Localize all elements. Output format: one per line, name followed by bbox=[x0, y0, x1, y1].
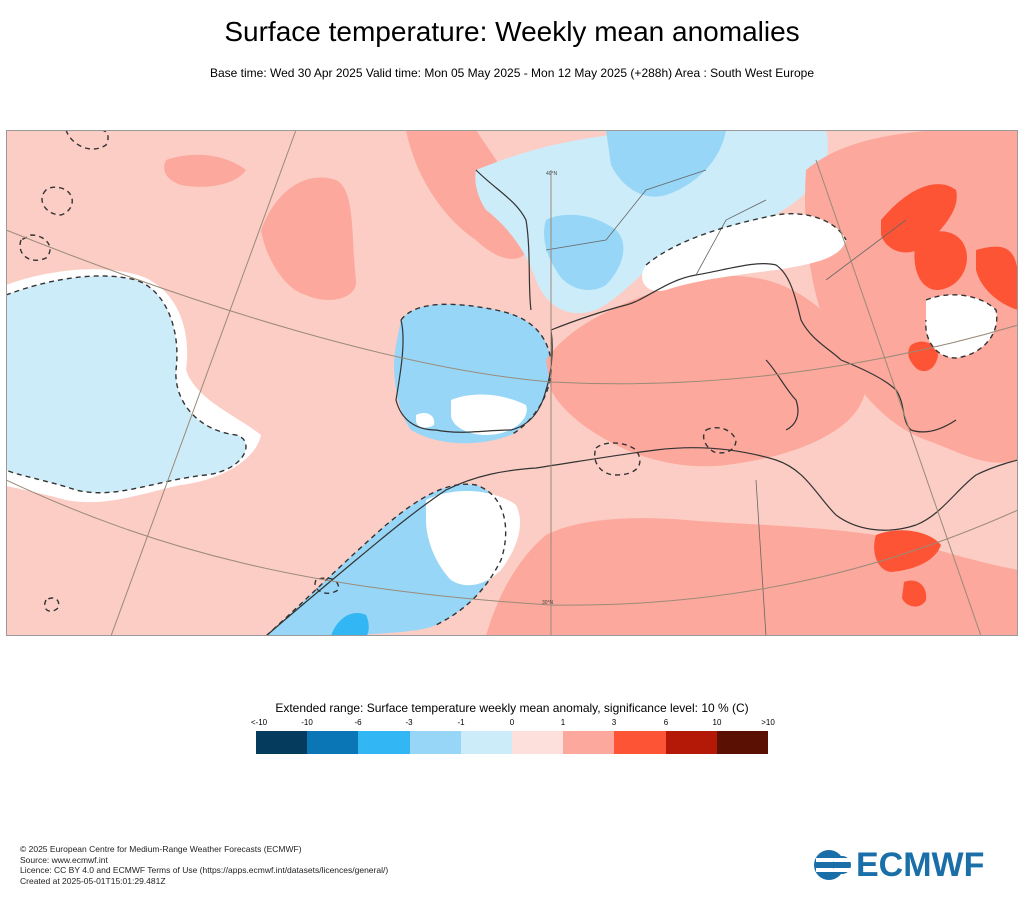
footer-credits: © 2025 European Centre for Medium-Range … bbox=[20, 844, 388, 886]
legend-tick-labels: <-10 -10 -6 -3 -1 0 1 3 6 10 >10 bbox=[251, 718, 775, 730]
atlantic-cool-area bbox=[6, 275, 246, 493]
legend-tick-label: >10 bbox=[761, 718, 775, 727]
legend-color-swatch bbox=[614, 731, 666, 754]
legend-color-swatch bbox=[512, 731, 564, 754]
legend-title: Extended range: Surface temperature week… bbox=[275, 701, 749, 715]
balkans-hot-area bbox=[881, 184, 1018, 310]
coastline-europe bbox=[395, 169, 957, 433]
legend-tick-label: 1 bbox=[560, 718, 566, 727]
legend-tick-label: <-10 bbox=[250, 718, 268, 727]
legend-tick-label: -10 bbox=[301, 718, 313, 727]
coastline-africa bbox=[265, 447, 1018, 636]
nw-africa-deep-blue bbox=[331, 612, 369, 636]
footer-source: Source: www.ecmwf.int bbox=[20, 854, 108, 865]
footer-copyright: © 2025 European Centre for Medium-Range … bbox=[20, 844, 302, 854]
legend-color-swatch bbox=[409, 731, 461, 754]
map-subtitle: Base time: Wed 30 Apr 2025 Valid time: M… bbox=[209, 66, 814, 80]
graticule-label-40n: 40°N bbox=[546, 171, 558, 177]
atlantic-white-ring bbox=[6, 269, 261, 503]
balkans-warm-area bbox=[805, 130, 1018, 463]
graticule-label-30n: 30°N bbox=[542, 600, 554, 606]
ecmwf-logo: ECMWF bbox=[812, 846, 1008, 884]
legend-tick-label: 0 bbox=[509, 718, 515, 727]
map-title: Surface temperature: Weekly mean anomali… bbox=[224, 16, 800, 47]
legend-color-swatch bbox=[307, 731, 359, 754]
atlantic-warm-blob-2 bbox=[406, 130, 531, 259]
ecmwf-logo-text: ECMWF bbox=[856, 846, 985, 884]
legend-color-bar bbox=[256, 731, 769, 754]
legend-color-swatch bbox=[358, 731, 410, 754]
legend-color-swatch bbox=[460, 731, 513, 754]
map-frame bbox=[6, 130, 1018, 636]
mediterranean-warm-area bbox=[546, 275, 867, 467]
anomaly-map: 40°N 30°N bbox=[6, 130, 1018, 636]
footer-created: Created at 2025-05-01T15:01:29.481Z bbox=[20, 875, 166, 886]
alps-white-band bbox=[642, 213, 846, 291]
legend-color-swatch bbox=[256, 731, 308, 754]
ecmwf-logo-icon bbox=[814, 850, 852, 880]
france-blue-area bbox=[544, 214, 624, 290]
legend-tick-label: -6 bbox=[354, 718, 362, 727]
libya-hot-area bbox=[874, 530, 941, 607]
graticule-lines bbox=[6, 130, 1018, 636]
legend-tick-label: 6 bbox=[663, 718, 669, 727]
legend-color-swatch bbox=[716, 731, 769, 754]
footer-licence: Licence: CC BY 4.0 and ECMWF Terms of Us… bbox=[20, 865, 389, 875]
nw-africa-white-area bbox=[426, 490, 521, 586]
atlantic-warm-blob-3 bbox=[164, 154, 246, 187]
significance-contours bbox=[6, 130, 998, 636]
libya-light-area bbox=[813, 450, 934, 530]
legend-color-swatch bbox=[563, 731, 615, 754]
iberia-white-patches bbox=[416, 394, 527, 435]
legend-tick-label: 3 bbox=[611, 718, 617, 727]
legend-color-swatch bbox=[665, 731, 717, 754]
legend-tick-label: -1 bbox=[457, 718, 465, 727]
legend-tick-label: 10 bbox=[712, 718, 722, 727]
balkans-white-area bbox=[925, 294, 997, 358]
legend-tick-label: -3 bbox=[405, 718, 413, 727]
atlantic-warm-blob-1 bbox=[261, 177, 357, 300]
greece-hot-spot bbox=[908, 341, 938, 372]
central-europe-blue-area bbox=[606, 130, 726, 197]
